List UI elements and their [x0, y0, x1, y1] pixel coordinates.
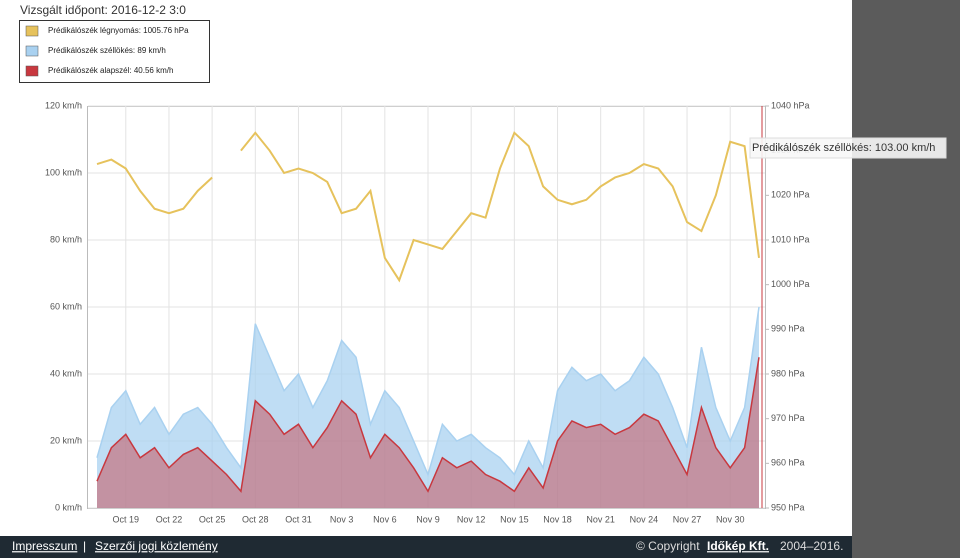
y-tick-label: 40 km/h [50, 368, 82, 378]
x-tick-label: Nov 18 [543, 514, 572, 524]
y2-tick-label: 950 hPa [771, 502, 805, 512]
y2-tick-label: 990 hPa [771, 324, 805, 334]
y-tick-label: 60 km/h [50, 301, 82, 311]
wind-area [97, 307, 759, 508]
x-tick-label: Nov 9 [416, 514, 440, 524]
y-tick-label: 100 km/h [45, 167, 82, 177]
y2-tick-label: 1000 hPa [771, 279, 810, 289]
legend-swatch [25, 25, 39, 37]
footer-link[interactable]: Szerzői jogi közlemény [95, 539, 218, 553]
x-tick-label: Oct 19 [113, 514, 140, 524]
x-tick-label: Nov 6 [373, 514, 397, 524]
wind-line [96, 357, 760, 493]
y-tick-label: 0 km/h [55, 502, 82, 512]
footer-sep: | [83, 539, 86, 553]
legend-swatch [25, 45, 39, 57]
y2-tick-label: 960 hPa [771, 458, 805, 468]
x-tick-label: Oct 31 [285, 514, 312, 524]
footer-bar [0, 536, 852, 558]
x-tick-label: Nov 21 [586, 514, 615, 524]
legend-label: Prédikálószék széllökés: 89 km/h [48, 46, 166, 55]
copyright: © Copyright [636, 539, 700, 553]
legend [19, 20, 210, 83]
x-tick-label: Nov 15 [500, 514, 529, 524]
legend-label: Prédikálószék légnyomás: 1005.76 hPa [48, 26, 189, 35]
x-tick-label: Nov 12 [457, 514, 486, 524]
chart-title: Vizsgált időpont: 2016-12-2 3:0 [20, 3, 186, 17]
x-tick-label: Oct 22 [156, 514, 183, 524]
x-tick-label: Nov 3 [330, 514, 354, 524]
wind-line [96, 306, 760, 477]
x-tick-label: Oct 25 [199, 514, 226, 524]
pressure-line [96, 131, 760, 283]
years: 2004–2016. [780, 539, 843, 553]
company-link[interactable]: Időkép Kft. [707, 539, 769, 553]
y2-tick-label: 970 hPa [771, 413, 805, 423]
tooltip: Prédikálószék széllökés: 103.00 km/h [752, 142, 935, 154]
y2-tick-label: 1020 hPa [771, 190, 810, 200]
footer-link[interactable]: Impresszum [12, 539, 77, 553]
legend-label: Prédikálószék alapszél: 40.56 km/h [48, 66, 173, 75]
x-tick-label: Oct 28 [242, 514, 269, 524]
tooltip-box [749, 137, 947, 159]
legend-swatch [25, 65, 39, 77]
y-tick-label: 120 km/h [45, 100, 82, 110]
wind-area [97, 357, 759, 508]
y2-tick-label: 980 hPa [771, 368, 805, 378]
y2-tick-label: 1040 hPa [771, 100, 810, 110]
x-tick-label: Nov 24 [630, 514, 659, 524]
y-tick-label: 80 km/h [50, 234, 82, 244]
y2-tick-label: 1010 hPa [771, 234, 810, 244]
y-tick-label: 20 km/h [50, 435, 82, 445]
x-tick-label: Nov 27 [673, 514, 702, 524]
x-tick-label: Nov 30 [716, 514, 745, 524]
